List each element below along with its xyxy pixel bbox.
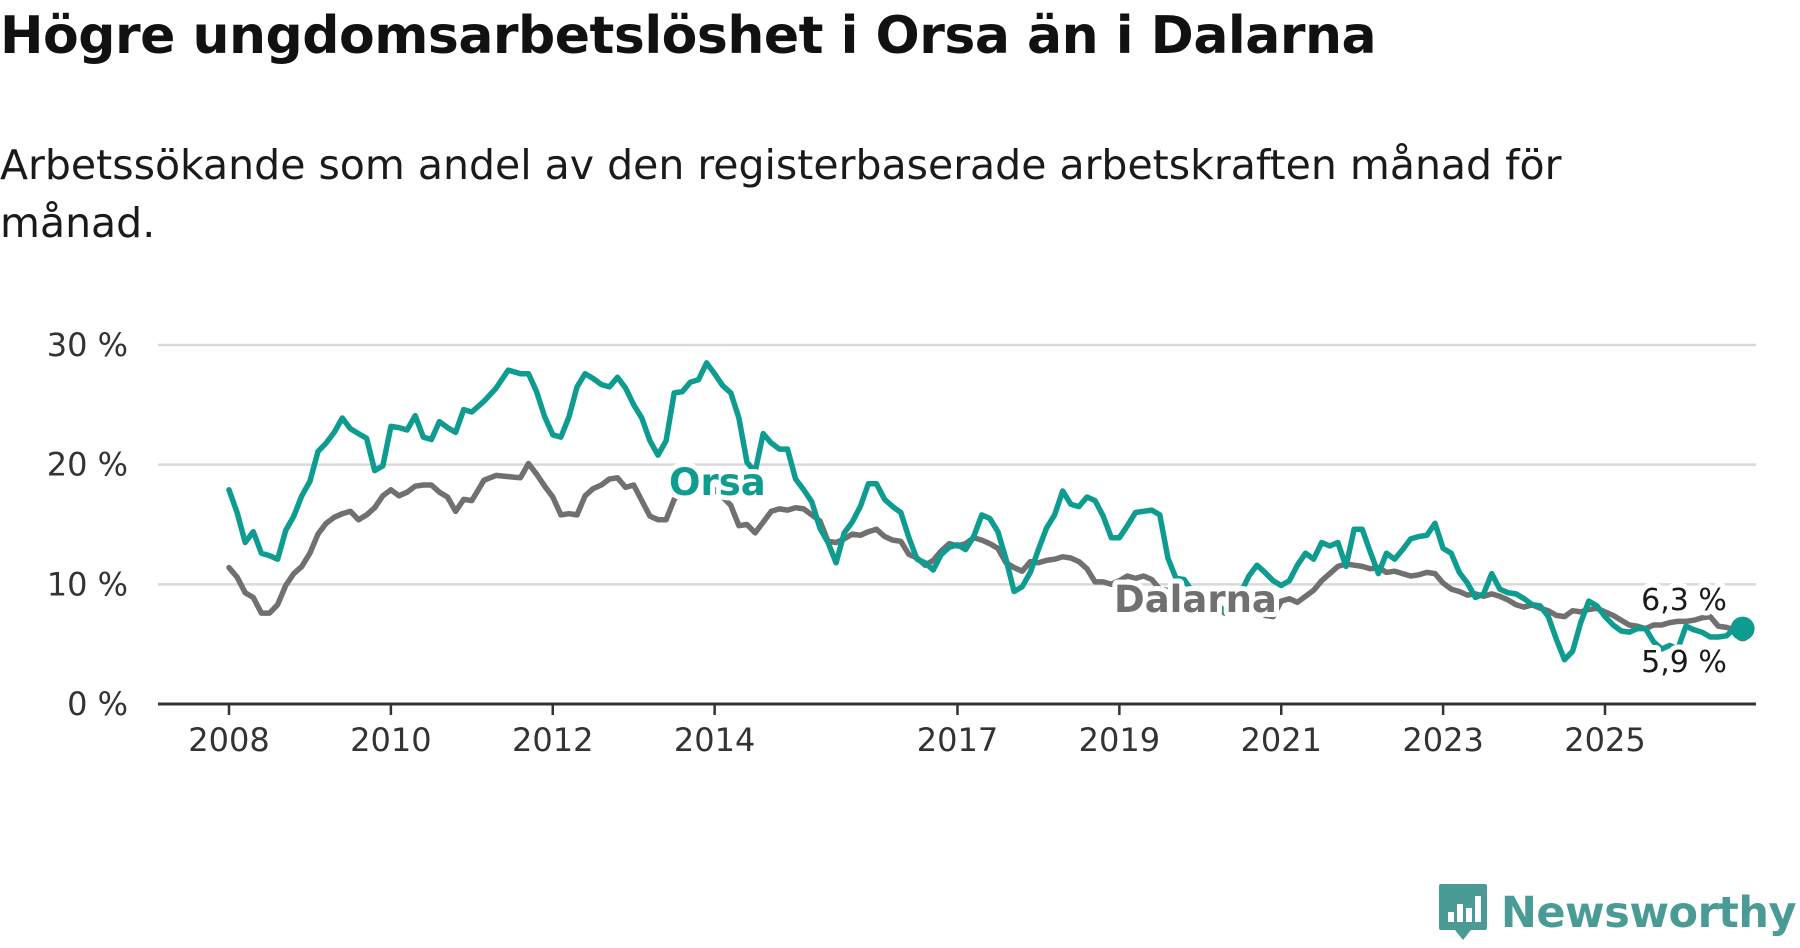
series-line-orsa [226,360,1746,663]
end-label-orsa-halo: 6,3 % [1641,583,1727,618]
series-label-dalarna-halo: Dalarna [1114,578,1277,621]
x-tick-label: 2010 [350,721,431,759]
series-line-dalarna [226,460,1746,637]
chart-subtitle: Arbetssökande som andel av den registerb… [0,141,1562,247]
x-tick-label: 2012 [512,721,593,759]
series-label-orsa-halo: Orsa [669,461,766,504]
y-tick-label: 30 % [47,326,128,364]
x-tick-label: 2023 [1402,721,1483,759]
end-label-dalarna-halo: 5,9 % [1641,645,1727,680]
x-tick-label: 2021 [1241,721,1322,759]
end-label-orsa: 6,3 % [1641,583,1727,618]
newsworthy-logo: Newsworthy [1437,878,1797,948]
y-tick-label: 0 % [67,685,128,723]
end-marker-orsa [1730,616,1755,641]
end-label-dalarna: 5,9 % [1641,645,1727,680]
series-label-dalarna: Dalarna [1114,578,1277,621]
newsworthy-logo-icon [1438,884,1487,940]
chart-title: Högre ungdomsarbetslöshet i Orsa än i Da… [0,6,1377,66]
x-tick-label: 2025 [1564,721,1645,759]
y-tick-label: 20 % [47,446,128,484]
x-tick-label: 2008 [188,721,269,759]
x-tick-label: 2017 [917,721,998,759]
newsworthy-logo-text: Newsworthy [1500,888,1797,938]
y-tick-label: 10 % [47,565,128,603]
series-label-orsa: Orsa [669,461,766,504]
x-tick-label: 2019 [1079,721,1160,759]
x-tick-label: 2014 [674,721,755,759]
